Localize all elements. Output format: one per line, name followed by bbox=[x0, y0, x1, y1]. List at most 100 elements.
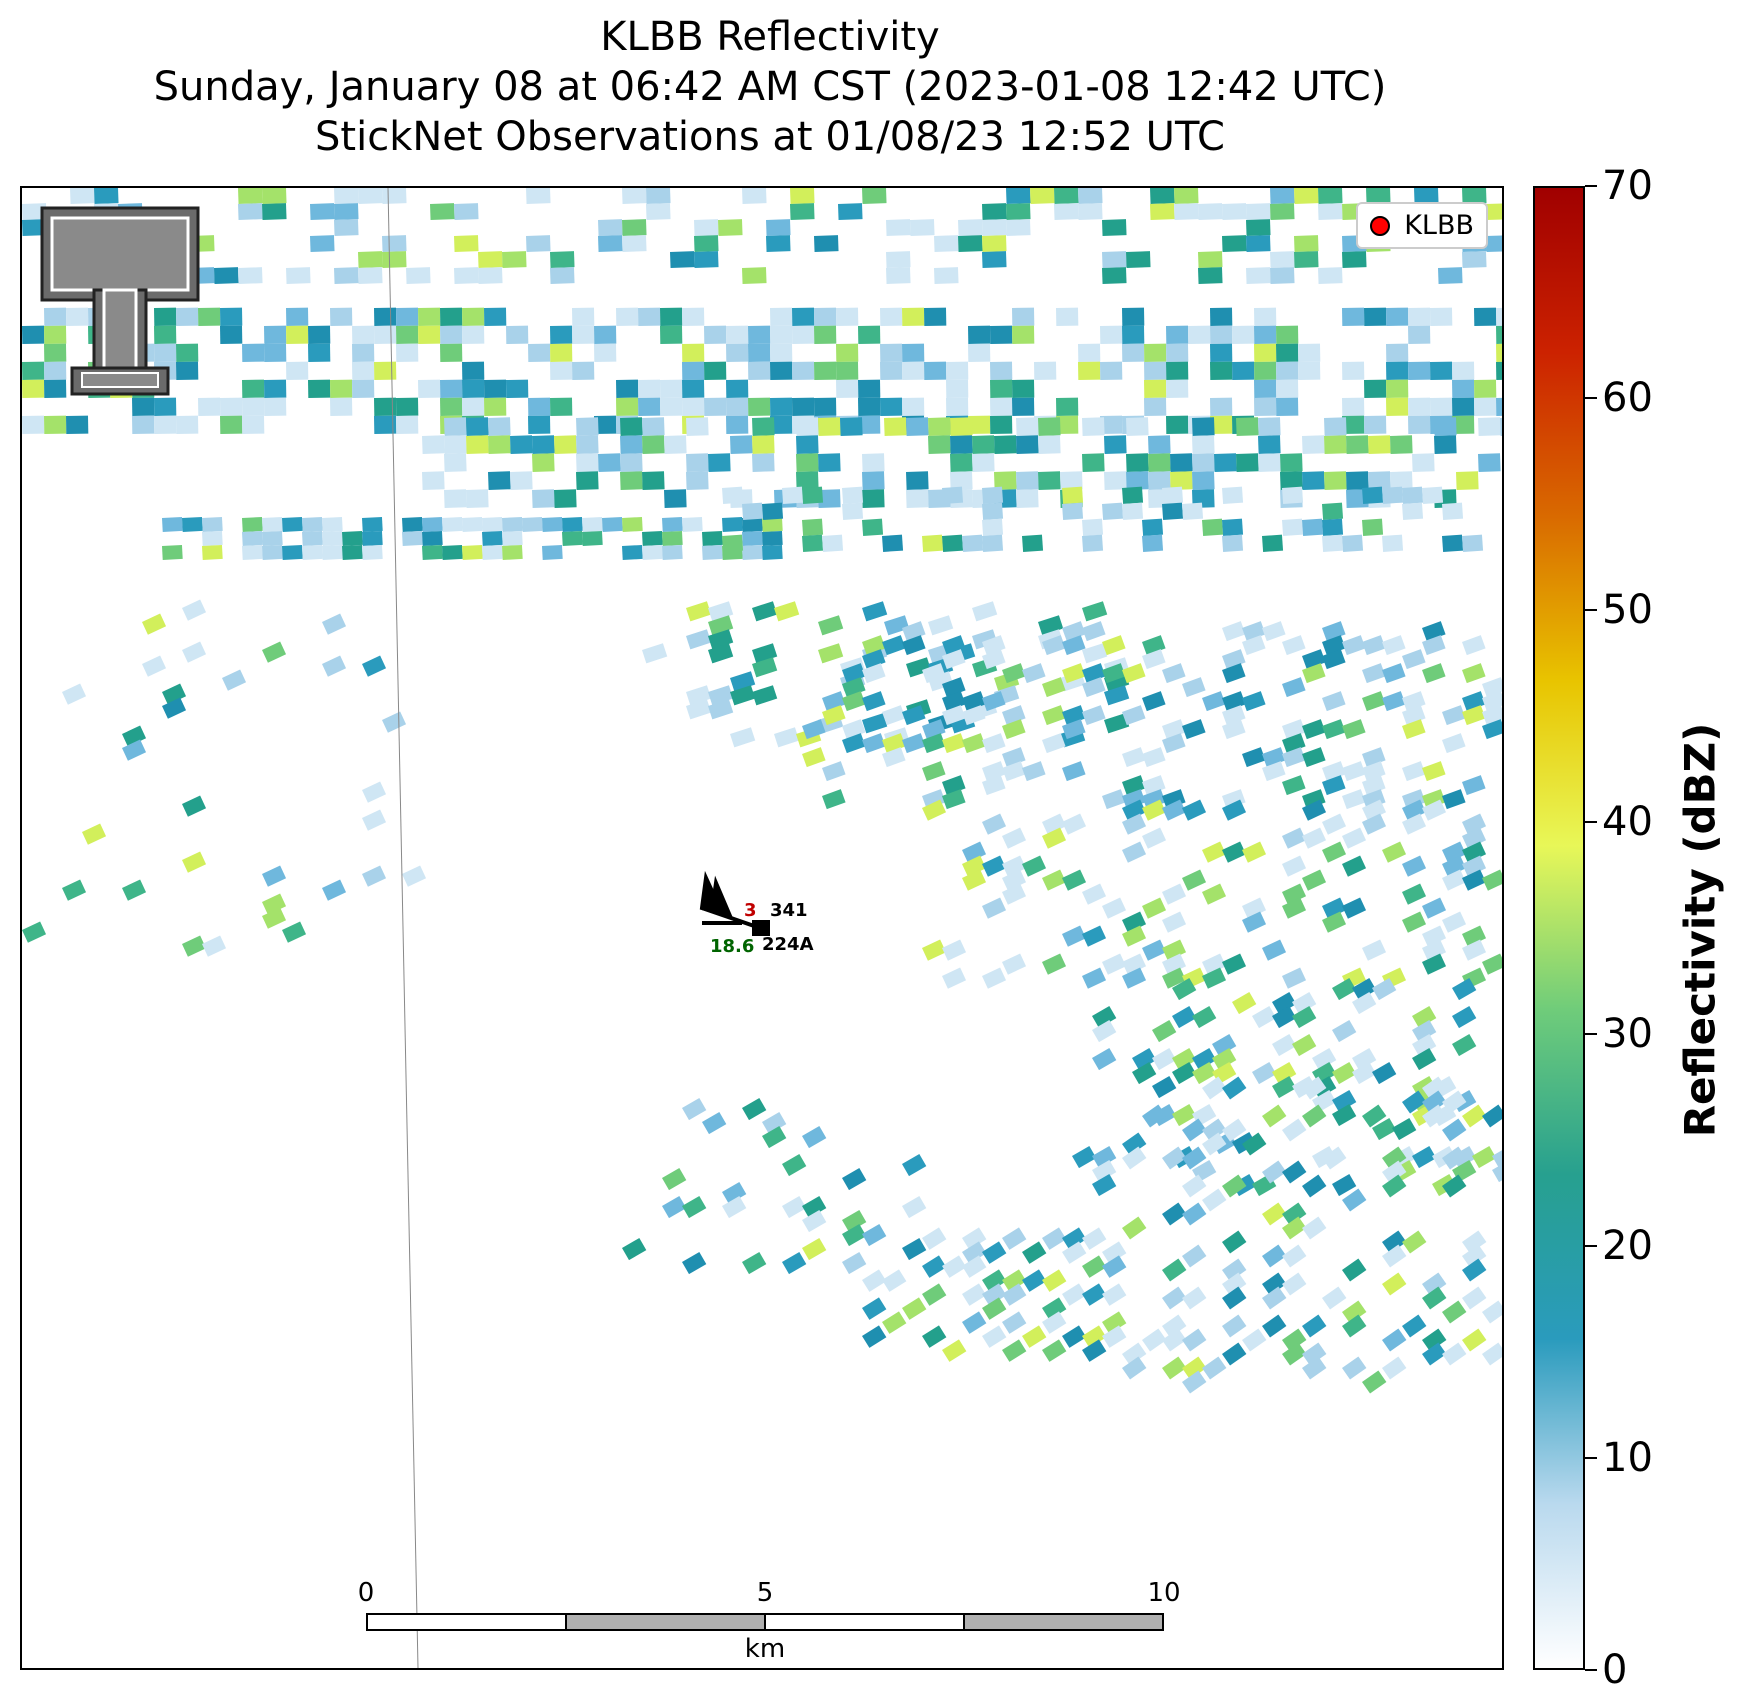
radar-cell bbox=[792, 361, 815, 380]
radar-cell bbox=[1282, 1118, 1307, 1142]
radar-cell bbox=[1322, 534, 1344, 552]
radar-cell bbox=[22, 325, 45, 344]
radar-cell bbox=[1201, 691, 1226, 712]
radar-cell bbox=[1492, 1145, 1502, 1169]
radar-cell bbox=[1198, 251, 1223, 268]
radar-map[interactable]: 3 341 18.6 224A KLBB 0 5 10 km bbox=[20, 186, 1504, 1670]
radar-cell bbox=[1485, 203, 1502, 220]
radar-cell bbox=[162, 544, 183, 560]
radar-cell bbox=[922, 1283, 947, 1306]
radar-cell bbox=[638, 307, 661, 326]
radar-cell bbox=[1302, 1104, 1327, 1128]
radar-cell bbox=[922, 1325, 947, 1348]
radar-cell bbox=[1222, 841, 1247, 863]
radar-cell bbox=[1272, 1076, 1297, 1099]
radar-cell bbox=[730, 435, 753, 454]
radar-cell bbox=[1162, 733, 1186, 754]
radar-cell bbox=[550, 343, 573, 362]
radar-cell bbox=[862, 1224, 887, 1247]
radar-cell bbox=[968, 415, 991, 434]
radar-cell bbox=[1412, 1006, 1437, 1029]
radar-cell bbox=[1422, 1104, 1447, 1128]
radar-cell bbox=[981, 1269, 1007, 1292]
radar-cell bbox=[1126, 251, 1151, 268]
radar-cell bbox=[1262, 1202, 1287, 1226]
radar-cell bbox=[1261, 761, 1286, 782]
colorbar-tick bbox=[1585, 1457, 1597, 1459]
radar-cell bbox=[813, 397, 837, 416]
radar-cell bbox=[761, 1126, 787, 1149]
radar-cell bbox=[342, 544, 363, 560]
radar-cell bbox=[1382, 1272, 1407, 1296]
radar-cell bbox=[1342, 635, 1366, 656]
radar-cell bbox=[1092, 1048, 1117, 1071]
radar-cell bbox=[1161, 799, 1187, 821]
radar-cell bbox=[286, 267, 311, 284]
radar-cell bbox=[722, 1196, 747, 1219]
radar-cell bbox=[752, 417, 775, 436]
radar-cell bbox=[1382, 1230, 1407, 1254]
radar-cell bbox=[1272, 992, 1297, 1015]
radar-cell bbox=[682, 397, 705, 416]
radar-cell bbox=[1462, 1244, 1487, 1268]
radar-cell bbox=[1276, 343, 1299, 362]
radar-cell bbox=[1161, 967, 1187, 989]
radar-cell bbox=[752, 601, 778, 622]
radar-cell bbox=[1441, 911, 1467, 933]
radar-cell bbox=[950, 435, 973, 454]
radar-cell bbox=[1276, 361, 1299, 380]
radar-cell bbox=[814, 325, 837, 344]
radar-cell bbox=[1452, 415, 1475, 434]
radar-cell bbox=[1082, 534, 1104, 552]
radar-cell bbox=[922, 939, 947, 961]
county-boundary-line bbox=[387, 188, 419, 1668]
radar-cell bbox=[1402, 1314, 1427, 1338]
radar-cell bbox=[822, 534, 844, 552]
radar-cell bbox=[1294, 251, 1319, 268]
radar-cell bbox=[620, 453, 643, 472]
radar-cell bbox=[582, 516, 603, 532]
radar-cell bbox=[616, 307, 639, 326]
scale-tick-10: 10 bbox=[1147, 1578, 1181, 1608]
radar-cell bbox=[881, 1269, 907, 1292]
radar-cell bbox=[742, 530, 763, 546]
station-value-red: 3 bbox=[744, 900, 757, 921]
radar-cell bbox=[1121, 663, 1146, 684]
radar-cell bbox=[770, 415, 793, 434]
radar-cell bbox=[281, 544, 303, 560]
radar-cell bbox=[1317, 267, 1343, 284]
radar-cell bbox=[502, 530, 523, 546]
radar-cell bbox=[1462, 1286, 1487, 1310]
radar-cell bbox=[1162, 911, 1187, 933]
radar-cell bbox=[1082, 1255, 1107, 1278]
radar-cell bbox=[487, 435, 511, 454]
radar-cell bbox=[1001, 1227, 1027, 1250]
radar-cell bbox=[132, 397, 155, 416]
radar-cell bbox=[670, 251, 695, 268]
radar-cell bbox=[726, 415, 749, 434]
radar-cell bbox=[1422, 897, 1447, 919]
radar-cell bbox=[994, 435, 1017, 454]
radar-cell bbox=[748, 325, 771, 344]
radar-cell bbox=[752, 657, 778, 678]
radar-cell bbox=[881, 635, 906, 656]
radar-cell bbox=[1462, 1258, 1487, 1282]
radar-cell bbox=[906, 471, 929, 490]
radar-cell bbox=[1042, 1227, 1067, 1250]
radar-cell bbox=[238, 267, 263, 284]
radar-cell bbox=[1382, 534, 1404, 552]
radar-cell bbox=[1461, 705, 1486, 726]
radar-cell bbox=[362, 809, 387, 831]
radar-cell bbox=[1462, 1328, 1487, 1352]
radar-cell bbox=[752, 685, 778, 706]
radar-cell bbox=[121, 879, 147, 901]
radar-cell bbox=[526, 235, 551, 252]
radar-cell bbox=[1038, 471, 1061, 490]
radar-cell bbox=[1302, 518, 1324, 536]
title-line-1: KLBB Reflectivity bbox=[600, 14, 940, 60]
radar-cell bbox=[1122, 1356, 1147, 1380]
radar-cell bbox=[686, 453, 709, 472]
radar-cell bbox=[1100, 415, 1123, 434]
radar-cell bbox=[1142, 939, 1167, 961]
radar-cell bbox=[1386, 361, 1409, 380]
